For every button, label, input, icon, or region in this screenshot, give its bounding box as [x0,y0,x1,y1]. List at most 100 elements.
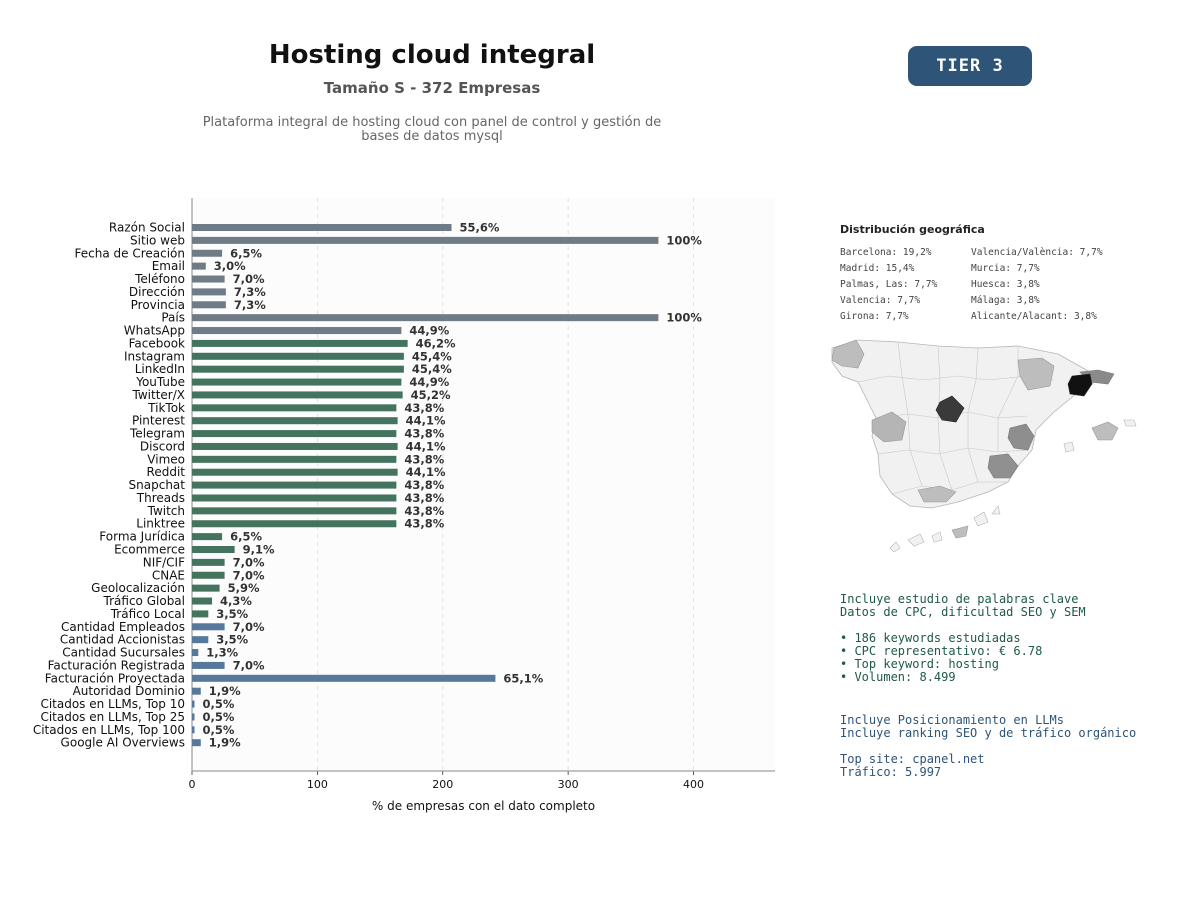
bar [192,224,452,231]
map-balearic-menorca [1123,419,1137,427]
keywords-bullet: • Volumen: 8.499 [840,670,956,684]
bar-chart: 0 100 200 300 400 Razón Social 55,6% Sitio web 1… [33,198,775,813]
bar [192,430,397,438]
map-canary-1 [889,541,901,553]
data-label: 100% [666,311,702,325]
data-label: 7,3% [234,298,266,312]
description-line-2: bases de datos mysql [361,129,503,144]
data-label: 44,1% [406,465,446,479]
category-label: Discord [140,439,185,453]
category-label: Instagram [124,349,185,363]
category-label: Citados en LLMs, Top 25 [40,710,185,724]
description-line-1: Plataforma integral de hosting cloud con… [202,115,662,130]
map-balearic-mallorca [1091,421,1119,441]
category-label: Facturación Proyectada [45,671,185,685]
geo-item: Alicante/Alacant: 3,8% [971,311,1097,322]
category-label: Cantidad Accionistas [60,633,185,647]
category-label: Tráfico Global [103,594,185,608]
data-label: 46,2% [416,336,456,350]
map-region-galicia [831,339,865,369]
bar [192,442,398,450]
geo-item: Girona: 7,7% [840,311,909,322]
bar [192,404,397,412]
bar [192,378,402,386]
data-label: 3,5% [216,633,248,647]
x-tick-label: 0 [189,778,196,791]
llm-heading-2: Incluye ranking SEO y de tráfico orgánic… [840,726,1137,740]
keywords-bullet: • 186 keywords estudiadas [840,631,1021,645]
bar [192,455,397,463]
bar [192,661,225,669]
x-tick-label: 100 [307,778,328,791]
category-label: Forma Jurídica [99,530,185,544]
description: Plataforma integral de hosting cloud con… [202,116,662,144]
tier-badge: TIER 3 [908,46,1032,86]
map-canary-2 [907,533,925,547]
keywords-heading-1: Incluye estudio de palabras clave [840,592,1079,606]
category-label: Tráfico Local [110,607,185,621]
data-label: 100% [666,233,702,247]
data-label: 4,3% [220,594,252,608]
data-label: 45,4% [412,349,452,363]
geo-item: Madrid: 15,4% [840,263,915,274]
data-label: 43,8% [404,452,444,466]
data-label: 55,6% [460,221,500,235]
data-label: 43,8% [404,491,444,505]
category-label: Facebook [129,336,185,350]
data-label: 7,3% [234,285,266,299]
x-tick-label: 300 [558,778,579,791]
geo-item: Palmas, Las: 7,7% [840,279,938,290]
map-region-huesca [1017,357,1055,391]
map-region-murcia [987,453,1019,479]
category-label: País [161,311,185,325]
bar [192,468,398,476]
category-label: Snapchat [129,478,186,492]
data-label: 6,5% [230,530,262,544]
x-axis-label: % de empresas con el dato completo [372,799,595,813]
map-region-malaga [917,485,957,503]
bar [192,533,223,541]
category-label: Fecha de Creación [75,246,185,260]
category-label: Telegram [129,427,185,441]
category-label: TikTok [147,401,185,415]
data-label: 1,3% [206,646,238,660]
llm-heading-1: Incluye Posicionamiento en LLMs [840,713,1064,727]
category-label: Citados en LLMs, Top 10 [40,697,185,711]
data-label: 7,0% [233,620,265,634]
bar [192,314,659,322]
bar [192,713,195,721]
category-label: Linktree [136,517,185,531]
data-label: 7,0% [233,272,265,286]
bar [192,636,209,644]
category-label: Cantidad Empleados [61,620,185,634]
data-label: 5,9% [228,581,260,595]
data-label: 44,1% [406,439,446,453]
map-canary-3 [931,531,943,543]
bar [192,301,226,309]
category-label: Autoridad Dominio [73,684,185,698]
category-label: Reddit [147,465,186,479]
geo-item: Murcia: 7,7% [971,263,1040,274]
bar [192,584,220,592]
map-balearic-ibiza [1063,441,1075,453]
data-label: 65,1% [503,671,543,685]
bar [192,249,223,257]
data-label: 7,0% [233,555,265,569]
geo-item: Málaga: 3,8% [971,295,1040,306]
bar [192,558,225,566]
bar [192,275,225,283]
bar [192,391,403,399]
data-label: 0,5% [203,710,235,724]
category-label: Threads [136,491,185,505]
category-label: Razón Social [109,221,185,235]
bar [192,571,225,579]
map-region-barcelona [1067,373,1093,397]
category-label: Dirección [129,285,185,299]
bar [192,739,201,747]
map-region-madrid [935,395,965,423]
category-label: Provincia [131,298,185,312]
data-label: 7,0% [233,568,265,582]
bar [192,546,235,553]
category-label: Ecommerce [114,543,185,557]
category-label: Facturación Registrada [48,658,185,672]
